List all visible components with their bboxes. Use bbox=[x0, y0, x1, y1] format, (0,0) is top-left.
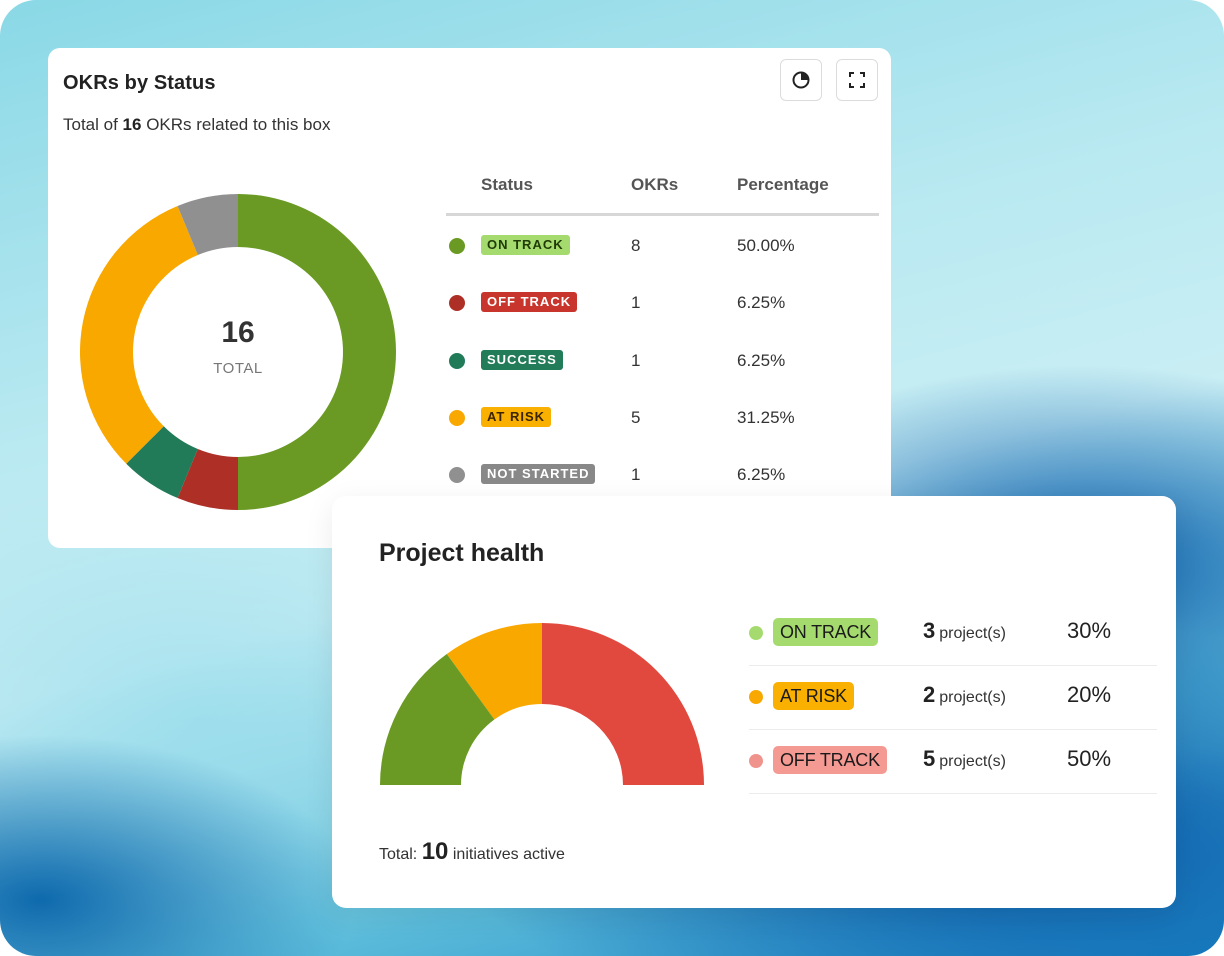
okrs-by-status-card: OKRs by Status Total of 16 OKRs related … bbox=[48, 48, 891, 548]
status-dot bbox=[449, 238, 465, 254]
fullscreen-icon bbox=[849, 72, 865, 88]
status-badge: ON TRACK bbox=[481, 235, 570, 255]
subtitle-prefix: Total of bbox=[63, 115, 118, 134]
total-initiatives: Total: 10 initiatives active bbox=[379, 838, 565, 866]
gauge-segment-off-track[interactable] bbox=[542, 623, 704, 785]
status-dot bbox=[749, 690, 763, 704]
status-dot bbox=[749, 754, 763, 768]
status-badge: OFF TRACK bbox=[773, 746, 887, 774]
okr-donut-chart: 16 TOTAL bbox=[78, 192, 398, 512]
project-count-unit: project(s) bbox=[939, 689, 1006, 706]
okr-percentage: 6.25% bbox=[737, 293, 786, 313]
table-row: NOT STARTED 1 6.25% bbox=[446, 445, 879, 502]
column-percentage: Percentage bbox=[737, 175, 829, 194]
okr-status-table: Status OKRs Percentage ON TRACK 8 50.00% OF… bbox=[446, 173, 879, 502]
gauge-segment-on-track[interactable] bbox=[380, 653, 495, 785]
okr-count: 1 bbox=[631, 350, 641, 370]
card-title: Project health bbox=[379, 539, 545, 567]
card-subtitle: Total of 16 OKRs related to this box bbox=[63, 115, 330, 135]
status-dot bbox=[749, 626, 763, 640]
status-dot bbox=[449, 352, 465, 369]
project-count-value: 3 bbox=[923, 618, 936, 643]
pie-chart-icon bbox=[792, 71, 810, 89]
okr-percentage: 50.00% bbox=[737, 236, 795, 255]
okr-count: 5 bbox=[631, 407, 641, 427]
project-health-list: ON TRACK 3 project(s) 30% AT RISK 2 project(s)… bbox=[749, 602, 1157, 794]
chart-type-button[interactable] bbox=[780, 59, 822, 101]
column-okrs: OKRs bbox=[631, 175, 679, 194]
gauge-segment-at-risk[interactable] bbox=[446, 623, 542, 720]
list-item: AT RISK 2 project(s) 20% bbox=[749, 666, 1157, 730]
table-row: SUCCESS 1 6.25% bbox=[446, 331, 879, 388]
fullscreen-button[interactable] bbox=[836, 59, 878, 101]
donut-slice-success[interactable] bbox=[126, 426, 198, 498]
okr-count: 1 bbox=[631, 293, 641, 313]
donut-slice-off-track[interactable] bbox=[177, 449, 238, 510]
status-dot bbox=[449, 467, 465, 484]
project-count-value: 2 bbox=[923, 682, 936, 707]
status-dot bbox=[449, 295, 465, 312]
card-title: OKRs by Status bbox=[63, 72, 216, 94]
donut-slice-not-started[interactable] bbox=[177, 194, 238, 255]
donut-slice-at-risk[interactable] bbox=[79, 206, 198, 464]
total-prefix: Total: bbox=[379, 846, 418, 863]
project-count: 2 project(s) bbox=[923, 682, 1006, 708]
okr-percentage: 31.25% bbox=[737, 407, 795, 427]
table-row: AT RISK 5 31.25% bbox=[446, 388, 879, 445]
project-count-unit: project(s) bbox=[939, 753, 1006, 770]
project-count-unit: project(s) bbox=[939, 625, 1006, 642]
status-badge: NOT STARTED bbox=[481, 464, 596, 485]
project-percent: 20% bbox=[1067, 682, 1112, 707]
donut-total-label: TOTAL bbox=[213, 360, 263, 377]
project-health-gauge bbox=[380, 623, 704, 785]
table-row: OFF TRACK 1 6.25% bbox=[446, 273, 879, 330]
donut-total-value: 16 bbox=[221, 316, 255, 349]
table-row: ON TRACK 8 50.00% bbox=[446, 216, 879, 273]
project-count: 3 project(s) bbox=[923, 618, 1006, 644]
total-suffix: initiatives active bbox=[452, 846, 565, 863]
status-badge: SUCCESS bbox=[481, 349, 563, 370]
total-value: 10 bbox=[421, 838, 449, 865]
status-badge: AT RISK bbox=[481, 406, 552, 427]
status-dot bbox=[449, 409, 465, 426]
okr-percentage: 6.25% bbox=[737, 465, 786, 485]
subtitle-count: 16 bbox=[122, 115, 142, 134]
list-item: OFF TRACK 5 project(s) 50% bbox=[749, 730, 1157, 794]
status-badge: OFF TRACK bbox=[481, 292, 578, 313]
okr-percentage: 6.25% bbox=[737, 350, 786, 370]
project-percent: 30% bbox=[1067, 618, 1112, 643]
okr-count: 8 bbox=[631, 236, 641, 255]
project-health-card: Project health ON TRACK 3 project(s) 30% AT … bbox=[332, 496, 1176, 908]
status-badge: AT RISK bbox=[773, 682, 854, 710]
okr-count: 1 bbox=[631, 465, 641, 485]
project-percent: 50% bbox=[1067, 746, 1112, 771]
project-count: 5 project(s) bbox=[923, 746, 1006, 772]
list-item: ON TRACK 3 project(s) 30% bbox=[749, 602, 1157, 666]
table-header: Status OKRs Percentage bbox=[446, 173, 879, 216]
donut-slice-on-track[interactable] bbox=[238, 194, 396, 510]
project-count-value: 5 bbox=[923, 746, 936, 771]
status-badge: ON TRACK bbox=[773, 618, 879, 646]
subtitle-suffix: OKRs related to this box bbox=[146, 115, 331, 134]
column-status: Status bbox=[481, 175, 533, 194]
